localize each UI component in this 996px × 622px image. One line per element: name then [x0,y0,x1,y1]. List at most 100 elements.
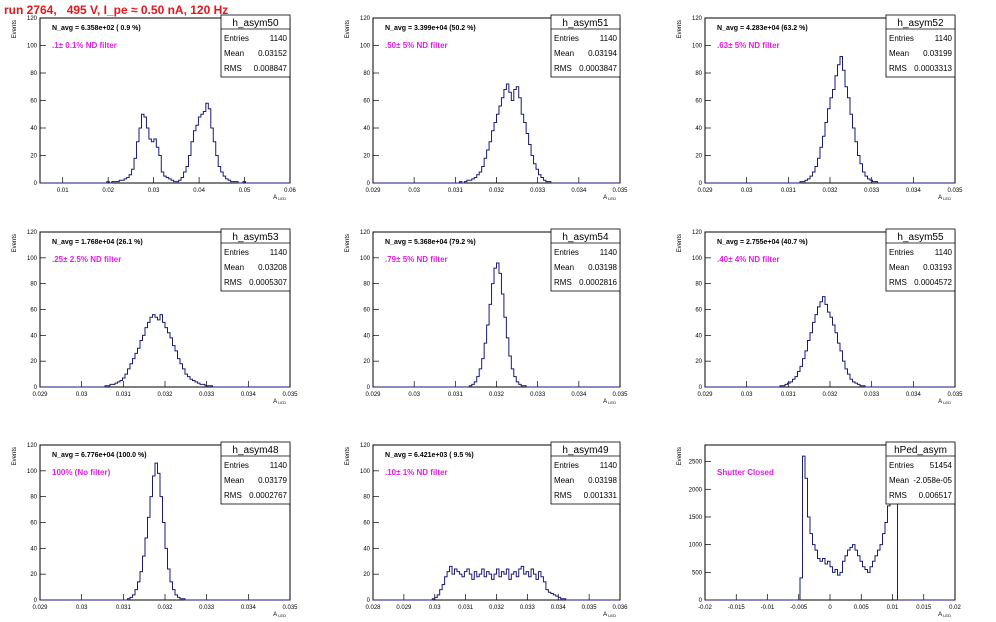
x-tick-label: 0.005 [854,605,870,611]
y-tick-label: 120 [692,16,703,22]
y-axis-label: Events [345,234,351,252]
y-tick-label: 60 [30,99,37,105]
x-tick-label: 0.033 [199,605,215,611]
y-tick-label: 40 [363,546,370,552]
n-avg-label: N_avg = 4.283e+04 (63.2 %) [717,25,808,32]
x-axis-label: A LED [273,399,286,405]
stats-key: Mean [554,476,574,485]
stats-key: Entries [889,34,914,43]
x-tick-label: 0.033 [530,392,546,398]
y-tick-label: 60 [30,308,37,314]
histogram-panel-h_asym52: 0 20 40 60 80 100 120 0.029 0.03 0.031 0.032 0.033 0… [677,14,963,201]
y-tick-label: 40 [363,126,370,132]
x-tick-label: 0.034 [571,188,587,194]
y-tick-label: 80 [30,282,37,288]
x-tick-label: 0.031 [781,392,797,398]
filter-annotation: .79± 5% ND filter [385,255,448,264]
stats-value: 0.03199 [923,49,952,58]
histogram-line [705,56,955,184]
stats-key: Entries [889,461,914,470]
y-tick-label: 20 [363,154,370,160]
y-tick-label: 20 [30,359,37,365]
stats-key: RMS [889,491,907,500]
stats-key: RMS [224,64,242,73]
stats-title: h_asym53 [232,232,279,243]
stats-box [220,14,291,78]
y-tick-label: 20 [30,572,37,578]
stats-key: Mean [554,263,574,272]
stats-value: 1140 [600,34,618,43]
y-tick-label: 0 [367,181,371,187]
stats-key: RMS [554,64,572,73]
y-tick-label: 40 [30,333,37,339]
stats-value: 0.03198 [588,263,617,272]
stats-title: h_asym52 [897,18,944,29]
x-axis-label: A LED [273,612,286,618]
y-tick-label: 0 [699,181,703,187]
y-tick-label: 2000 [689,487,703,493]
y-tick-label: 120 [360,443,371,449]
x-tick-label: 0.03 [408,188,420,194]
y-tick-label: 80 [363,71,370,77]
stats-value: 1140 [600,248,618,257]
y-tick-label: 40 [363,333,370,339]
histogram-panel-h_asym50: 0 20 40 60 80 100 120 0.01 0.02 0.03 0.04 0.05 0.06 E… [12,14,296,201]
y-tick-label: 100 [27,44,38,50]
stats-key: Entries [554,461,579,470]
y-tick-label: 40 [695,126,702,132]
stats-value: 0.0003313 [914,64,952,73]
histogram-line [40,314,290,388]
x-tick-label: 0.06 [284,188,296,194]
y-tick-label: 120 [27,16,38,22]
x-tick-label: 0.036 [612,605,628,611]
stats-value: 0.03152 [258,49,287,58]
stats-box [220,228,291,292]
stats-key: Entries [224,34,249,43]
x-axis-label: A LED [273,195,286,201]
x-tick-label: 0.032 [489,605,505,611]
stats-value: 1140 [270,248,288,257]
page-title: run 2764, 495 V, I_pe ≈ 0.50 nA, 120 Hz [4,3,229,17]
x-tick-label: 0.029 [396,605,412,611]
stats-value: 0.001331 [584,491,618,500]
stats-key: RMS [224,491,242,500]
y-axis-label: Events [12,20,18,38]
x-tick-label: -0.01 [761,605,775,611]
y-tick-label: 60 [695,99,702,105]
histogram-panel-h_asym54: 0 20 40 60 80 100 120 0.029 0.03 0.031 0.032 0.033 0… [345,228,628,405]
x-tick-label: 0.035 [612,392,628,398]
y-tick-label: 40 [30,126,37,132]
y-tick-label: 60 [363,308,370,314]
stats-value: 0.0005307 [249,278,287,287]
x-tick-label: 0.029 [697,188,713,194]
stats-key: Entries [554,248,579,257]
y-tick-label: 0 [699,598,703,604]
stats-value: 0.0002767 [249,491,287,500]
y-tick-label: 80 [695,71,702,77]
stats-box [885,14,956,78]
x-tick-label: 0.034 [241,392,257,398]
x-tick-label: 0.033 [864,188,880,194]
histogram-line [705,444,955,601]
stats-title: h_asym48 [232,445,279,456]
stats-title: h_asym51 [562,18,609,29]
stats-key: Entries [224,248,249,257]
stats-value: 0.03179 [258,476,287,485]
x-tick-label: 0.035 [282,605,298,611]
y-axis-label: Events [12,234,18,252]
x-tick-label: 0.03 [76,605,88,611]
x-tick-label: -0.02 [698,605,712,611]
stats-title: h_asym54 [562,232,609,243]
y-tick-label: 40 [695,333,702,339]
stats-key: Mean [889,263,909,272]
y-axis-label: Events [345,447,351,465]
y-axis-label: Events [345,20,351,38]
x-tick-label: 0.035 [282,392,298,398]
y-tick-label: 60 [30,521,37,527]
n-avg-label: N_avg = 2.755e+04 (40.7 %) [717,239,808,246]
stats-box [550,228,621,292]
stats-value: 0.03194 [588,49,617,58]
stats-value: 0.0002816 [579,278,617,287]
x-tick-label: 0.032 [157,605,173,611]
